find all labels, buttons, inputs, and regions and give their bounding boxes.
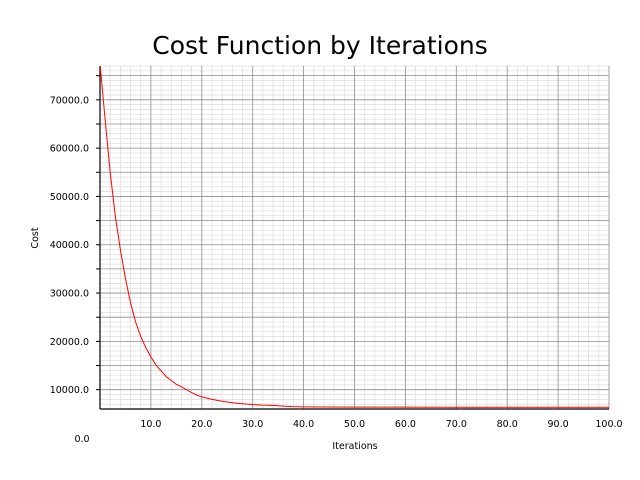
x-tick-label: 10.0 [140, 419, 161, 430]
y-tick-label: 40000.0 [50, 240, 89, 251]
y-tick-label: 30000.0 [50, 289, 89, 300]
x-axis-label: Iterations [332, 441, 377, 452]
y-tick-label: 50000.0 [50, 192, 89, 203]
x-tick-label: 50.0 [344, 419, 365, 430]
y-axis-label: Cost [30, 227, 41, 248]
x-axis-ticks: 10.0 20.0 30.0 40.0 50.0 60.0 70.0 80.0 90.0 100.… [140, 419, 622, 430]
x-tick-label: 70.0 [446, 419, 467, 430]
x-tick-label: 30.0 [242, 419, 263, 430]
x-tick-label: 60.0 [395, 419, 416, 430]
y-axis-ticks: 10000.0 20000.0 30000.0 40000.0 50000.0 60000… [50, 75, 100, 396]
origin-label: 0.0 [74, 434, 89, 445]
x-tick-label: 40.0 [293, 419, 314, 430]
x-tick-label: 90.0 [548, 419, 569, 430]
x-tick-label: 20.0 [191, 419, 212, 430]
major-grid [100, 66, 610, 409]
cost-series-line [100, 66, 609, 408]
y-tick-label: 20000.0 [50, 337, 89, 348]
y-tick-label: 60000.0 [50, 144, 89, 155]
x-tick-label: 100.0 [595, 419, 622, 430]
series-layer [100, 66, 609, 408]
y-tick-label: 70000.0 [50, 95, 89, 106]
y-tick-label: 10000.0 [50, 385, 89, 396]
chart-title: Cost Function by Iterations [152, 31, 488, 60]
axes [99, 66, 609, 410]
x-tick-label: 80.0 [497, 419, 518, 430]
